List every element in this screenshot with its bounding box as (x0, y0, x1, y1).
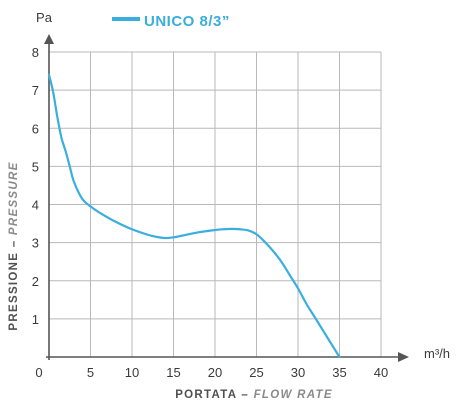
chart-tick-labels: 0 5 10 15 20 25 30 35 40 1 2 3 4 5 6 7 8 (32, 45, 388, 380)
y-tick-label-5: 5 (32, 159, 39, 174)
x-tick-label-4: 20 (208, 365, 222, 380)
chart-series (47, 73, 341, 359)
x-tick-label-5: 25 (249, 365, 263, 380)
y-tick-label-1: 1 (32, 312, 39, 327)
x-axis-title-secondary: FLOW RATE (254, 389, 333, 401)
x-tick-label-6: 30 (291, 365, 305, 380)
y-tick-label-8: 8 (32, 45, 39, 60)
x-tick-label-0: 0 (35, 365, 42, 380)
y-axis-title-secondary: PRESSURE (8, 161, 20, 235)
y-tick-label-6: 6 (32, 121, 39, 136)
y-unit-label: Pa (36, 10, 53, 25)
x-tick-label-3: 15 (166, 365, 180, 380)
x-tick-label-1: 5 (87, 365, 94, 380)
y-tick-label-2: 2 (32, 274, 39, 289)
x-tick-label-8: 40 (374, 365, 388, 380)
legend-label: UNICO 8/3” (144, 13, 230, 30)
x-axis-arrow (398, 352, 409, 362)
y-axis-arrow (44, 34, 54, 44)
y-axis-title-main: PRESSIONE (8, 252, 20, 331)
chart-axes (44, 34, 409, 362)
legend: UNICO 8/3” (112, 13, 230, 30)
y-tick-label-7: 7 (32, 83, 39, 98)
x-tick-label-7: 35 (332, 365, 346, 380)
chart-grid (49, 51, 382, 357)
y-axis-title: PRESSIONE – PRESSURE (8, 161, 20, 330)
x-axis-title-main: PORTATA (175, 389, 237, 401)
x-axis-title: PORTATA – FLOW RATE (175, 389, 333, 401)
x-unit-label: m³/h (424, 346, 450, 361)
series-line-0 (47, 73, 341, 359)
y-tick-label-4: 4 (32, 198, 39, 213)
legend-swatch (112, 17, 140, 21)
y-tick-label-3: 3 (32, 236, 39, 251)
x-tick-label-2: 10 (125, 365, 139, 380)
